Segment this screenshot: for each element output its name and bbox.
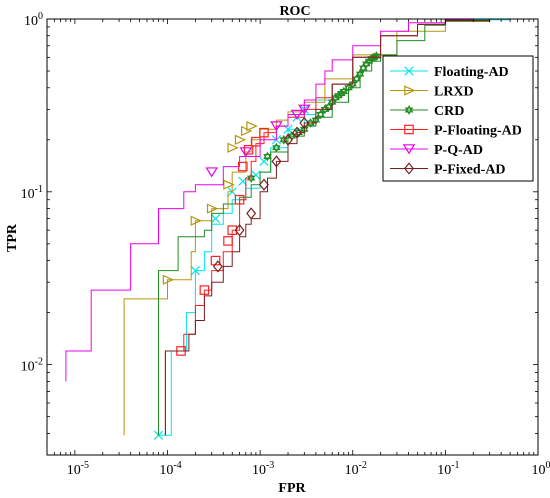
data-point-floating-ad [153, 430, 164, 440]
series-lrxd [123, 19, 491, 436]
data-point-lrxd [227, 142, 239, 153]
series-crd [158, 19, 491, 436]
chart-title: ROC [279, 4, 310, 19]
data-point-crd [344, 82, 353, 93]
data-point-floating-ad [210, 213, 221, 224]
legend-item-p-floating-ad: P-Floating-AD [390, 124, 522, 139]
x-tick-label: 10-2 [345, 460, 367, 478]
data-point-floating-ad [190, 265, 201, 276]
y-tick-label: 10-2 [21, 357, 43, 375]
data-point-p-floating-ad [199, 285, 210, 295]
data-point-lrxd [206, 203, 219, 214]
legend-item-floating-ad: Floating-AD [390, 65, 509, 80]
series-layer [65, 19, 511, 440]
legend-label-p-fixed-ad: P-Fixed-AD [434, 163, 506, 178]
data-point-lrxd [190, 215, 203, 226]
tick-layer: 10-5 10-4 10-3 10-2 10-1 100 10-2 10-1 100 [21, 11, 550, 478]
data-point-p-q-ad [205, 167, 218, 178]
legend-box [382, 55, 534, 182]
x-tick-label: 10-3 [252, 460, 274, 478]
legend: Floating-AD LRXD CRD P-Floating-AD P-Q-AD P-F… [382, 55, 534, 182]
legend-label-floating-ad: Floating-AD [434, 65, 509, 80]
data-point-lrxd [234, 134, 247, 145]
legend-item-lrxd: LRXD [390, 85, 474, 100]
data-point-p-floating-ad [227, 225, 238, 235]
x-tick-label: 10-5 [67, 460, 89, 478]
x-tick-label: 10-4 [159, 460, 181, 478]
legend-item-p-fixed-ad: P-Fixed-AD [390, 162, 506, 178]
legend-marker-floating-ad [404, 66, 414, 76]
data-point-p-fixed-ad [246, 207, 257, 220]
legend-label-crd: CRD [434, 104, 464, 119]
data-point-crd [352, 74, 361, 84]
legend-marker-p-fixed-ad [404, 162, 414, 175]
data-point-p-q-ad [298, 104, 311, 115]
data-point-p-floating-ad [259, 127, 269, 138]
legend-marker-p-floating-ad [404, 124, 414, 135]
data-point-crd [272, 142, 281, 153]
series-p-fixed-ad [164, 19, 491, 436]
data-point-crd [339, 86, 349, 97]
data-point-p-fixed-ad [271, 155, 282, 168]
x-axis-label: FPR [278, 481, 306, 496]
data-point-p-fixed-ad [212, 260, 223, 273]
data-point-p-floating-ad [223, 236, 233, 246]
data-point-p-floating-ad [234, 194, 245, 205]
data-point-p-floating-ad [243, 145, 254, 155]
data-point-lrxd [240, 125, 253, 137]
data-point-p-q-ad [270, 121, 283, 132]
data-point-crd [324, 102, 333, 112]
data-point-p-fixed-ad [234, 224, 245, 237]
x-tick-label: 100 [532, 460, 550, 478]
x-tick-label: 10-1 [437, 460, 459, 478]
y-tick-label: 10-1 [21, 184, 43, 202]
series-line-lrxd [123, 19, 491, 436]
data-point-crd [263, 151, 272, 162]
data-point-lrxd [162, 274, 175, 285]
series-line-crd [158, 19, 491, 436]
data-point-crd [355, 69, 365, 79]
series-line-p-fixed-ad [164, 19, 491, 436]
legend-label-lrxd: LRXD [434, 85, 474, 100]
legend-item-crd: CRD [390, 104, 464, 119]
plot-frame [46, 18, 539, 456]
data-point-p-q-ad [239, 147, 253, 158]
data-point-p-fixed-ad [292, 126, 302, 139]
y-tick-label: 100 [24, 11, 43, 29]
data-point-p-fixed-ad [258, 178, 269, 191]
data-point-p-fixed-ad [283, 133, 293, 146]
data-point-lrxd [223, 179, 235, 190]
data-point-crd [316, 109, 325, 120]
legend-label-p-floating-ad: P-Floating-AD [434, 124, 522, 139]
y-axis-label: TPR [5, 223, 20, 252]
legend-marker-crd [404, 105, 414, 115]
data-point-lrxd [246, 120, 258, 132]
data-point-p-fixed-ad [299, 116, 310, 130]
data-point-p-q-ad [290, 109, 304, 120]
data-point-crd [279, 134, 289, 145]
legend-item-p-q-ad: P-Q-AD [390, 143, 483, 158]
legend-marker-lrxd [404, 85, 416, 96]
legend-marker-p-q-ad [402, 144, 416, 155]
legend-label-p-q-ad: P-Q-AD [434, 143, 483, 158]
